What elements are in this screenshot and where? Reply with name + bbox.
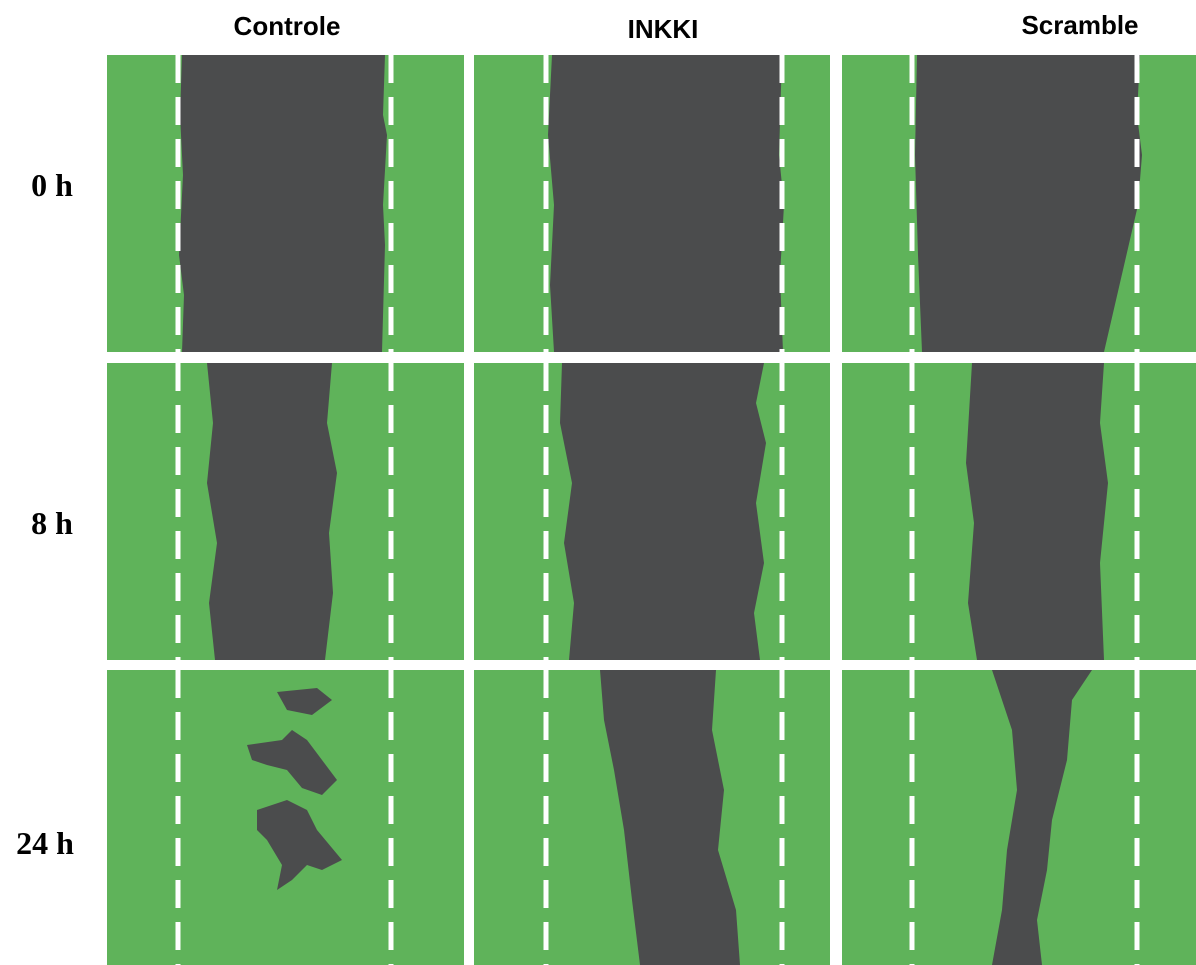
- wound-gap: [207, 363, 337, 660]
- panel: [474, 55, 830, 352]
- panel: [474, 363, 830, 660]
- panel: [107, 363, 464, 660]
- panel: [107, 670, 464, 965]
- row-label: 0 h: [31, 167, 73, 203]
- panel: [474, 670, 830, 965]
- column-label: INKKI: [628, 14, 699, 44]
- column-label: Controle: [234, 11, 341, 41]
- row-label: 24 h: [16, 825, 74, 861]
- figure: Controle INKKI Scramble 0 h 8 h 24 h: [0, 0, 1196, 965]
- wound-gap: [179, 55, 387, 352]
- panel: [842, 670, 1196, 965]
- wound-gap: [966, 363, 1108, 660]
- panel: [842, 363, 1196, 660]
- panel: [107, 55, 464, 352]
- panel: [842, 55, 1196, 352]
- wound-gap: [915, 55, 1142, 352]
- wound-gap: [548, 55, 784, 352]
- column-label: Scramble: [1021, 10, 1138, 40]
- row-label: 8 h: [31, 505, 73, 541]
- wound-gap: [560, 363, 766, 660]
